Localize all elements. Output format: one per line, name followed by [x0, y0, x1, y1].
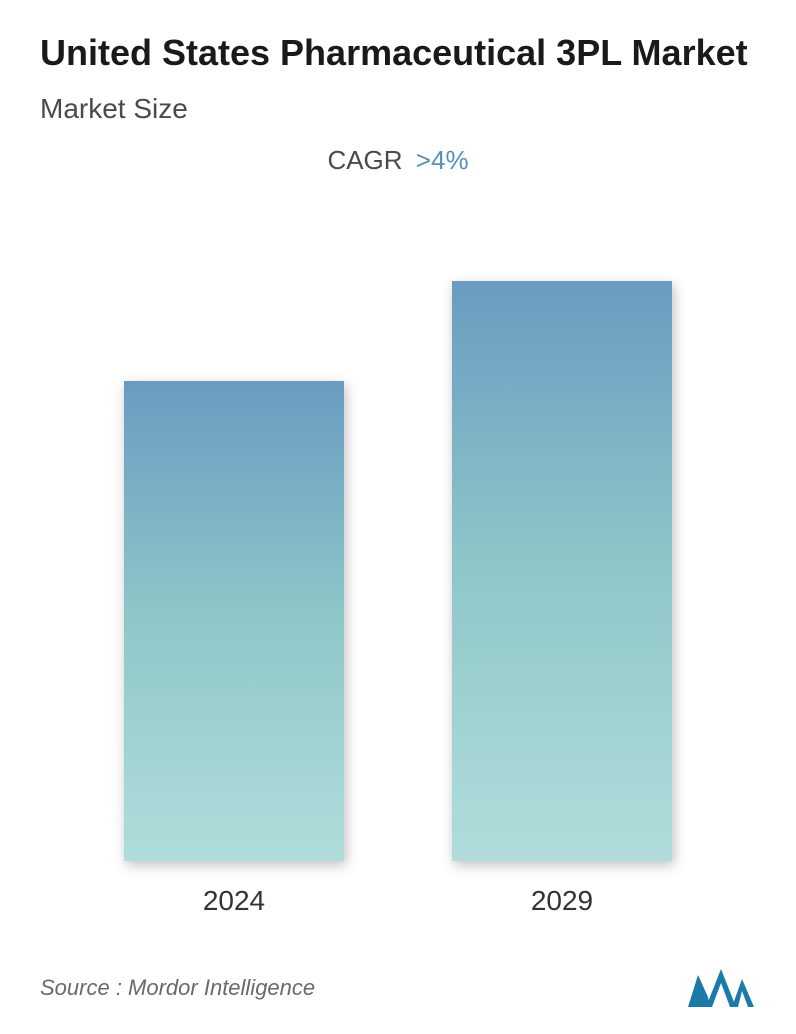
- footer: Source : Mordor Intelligence: [40, 917, 756, 1014]
- cagr-label: CAGR: [327, 145, 402, 175]
- cagr-row: CAGR >4%: [40, 145, 756, 176]
- chart-title: United States Pharmaceutical 3PL Market: [40, 30, 756, 75]
- chart-container: United States Pharmaceutical 3PL Market …: [0, 0, 796, 1034]
- cagr-value: >4%: [416, 145, 469, 175]
- bar-group-0: 2024: [124, 226, 344, 917]
- source-text: Source : Mordor Intelligence: [40, 975, 315, 1001]
- chart-subtitle: Market Size: [40, 93, 756, 125]
- bar-group-1: 2029: [452, 226, 672, 917]
- bar-label-1: 2029: [531, 885, 593, 917]
- chart-area: 2024 2029: [40, 186, 756, 917]
- mordor-logo-icon: [686, 967, 756, 1009]
- bar-1: [452, 281, 672, 861]
- bar-0: [124, 381, 344, 861]
- bar-label-0: 2024: [203, 885, 265, 917]
